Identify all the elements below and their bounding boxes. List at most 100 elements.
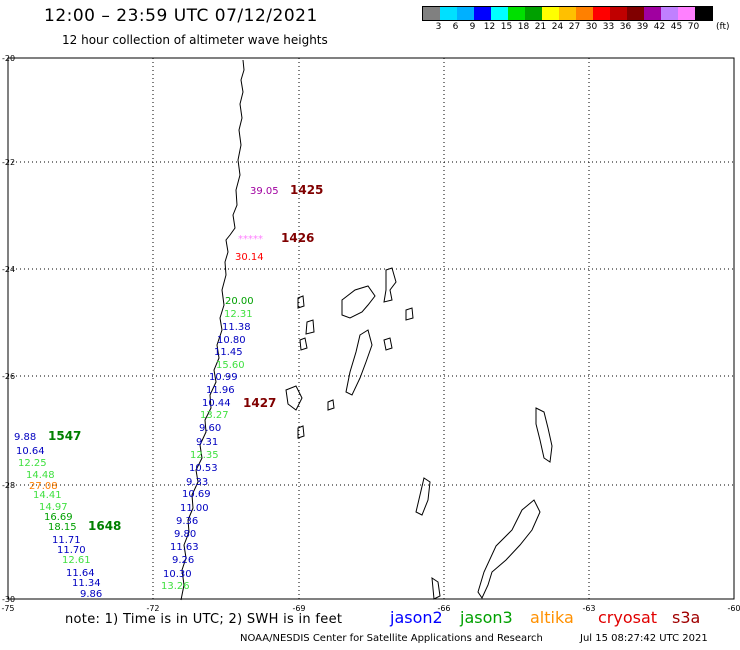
- wave-height-label: 10.99: [209, 372, 238, 383]
- legend-label: 18: [517, 22, 530, 32]
- legend-swatch: [559, 7, 576, 20]
- color-legend-labels: 3 6 9 12 15 18 21 24 27 30 33 36 39 42 45 70: [422, 22, 702, 32]
- wave-height-label: 13.27: [200, 410, 229, 421]
- lon-tick-label: -69: [292, 604, 305, 613]
- salt-flat-atacama: [341, 285, 376, 319]
- wave-height-label: 16.69: [44, 512, 73, 523]
- grid-lines: [8, 58, 734, 599]
- legend-label: 9: [469, 22, 476, 32]
- legend-swatch: [508, 7, 525, 20]
- wave-height-label: 9.86: [80, 589, 102, 600]
- salt-flat-south-east: [477, 499, 541, 600]
- lake-small-7: [327, 399, 335, 411]
- legend-label: 27: [568, 22, 581, 32]
- legend-unit: (ft): [716, 22, 730, 32]
- measurement-labels: 39.05 ***** 30.14 20.00 12.31 11.38 10.8011.45…: [14, 186, 279, 600]
- map-frame: [7, 57, 735, 600]
- pass-time-label: 1426: [281, 231, 314, 245]
- satellite-altika: altika: [530, 608, 574, 627]
- wave-height-label: 30.14: [235, 252, 264, 263]
- legend-label: 70: [687, 22, 700, 32]
- legend-swatch: [627, 7, 644, 20]
- legend-swatch: [457, 7, 474, 20]
- lat-tick-label: -22: [2, 158, 15, 167]
- lon-tick-label: -72: [146, 604, 159, 613]
- pass-time-label: 1648: [88, 519, 121, 533]
- lake-small-8: [297, 425, 305, 439]
- wave-height-label: 9.88: [14, 432, 36, 443]
- legend-label: 33: [602, 22, 615, 32]
- wave-height-label: 12.35: [190, 450, 219, 461]
- wave-height-label: 9.26: [172, 555, 194, 566]
- lon-tick-label: -60: [727, 604, 740, 613]
- credit-timestamp: Jul 15 08:27:42 UTC 2021: [580, 633, 708, 644]
- wave-height-label: 10.53: [189, 463, 218, 474]
- wave-height-label: 11.45: [214, 347, 243, 358]
- salt-flat-east-1: [535, 407, 553, 463]
- wave-height-label: 12.25: [18, 458, 47, 469]
- legend-label: 24: [551, 22, 564, 32]
- lake-small-5: [383, 337, 393, 351]
- satellite-s3a: s3a: [672, 608, 701, 627]
- wave-height-label: 9.80: [174, 529, 196, 540]
- legend-label: 3: [435, 22, 442, 32]
- wave-height-label: 11.63: [170, 542, 199, 553]
- wave-height-label: 39.05: [250, 186, 279, 197]
- color-legend-bar: [422, 6, 713, 21]
- lake-small-3: [299, 337, 308, 351]
- legend-label: 21: [534, 22, 547, 32]
- wave-height-label: 14.48: [26, 470, 55, 481]
- lake-north-east: [383, 267, 397, 303]
- wave-height-label: 10.69: [182, 489, 211, 500]
- satellite-jason3: jason3: [460, 608, 513, 627]
- lon-tick-label: -63: [582, 604, 595, 613]
- legend-swatch: [644, 7, 661, 20]
- wave-height-label: *****: [238, 234, 263, 245]
- wave-height-label: 11.64: [66, 568, 95, 579]
- legend-swatch: [610, 7, 627, 20]
- pass-time-label: 1425: [290, 183, 323, 197]
- lake-small-2: [305, 319, 315, 335]
- wave-height-label: 10.44: [202, 398, 231, 409]
- wave-height-label: 12.31: [224, 309, 253, 320]
- wave-height-label: 10.64: [16, 446, 45, 457]
- wave-height-label: 27.08: [29, 481, 58, 492]
- legend-swatch: [678, 7, 695, 20]
- lake-small-9: [431, 577, 441, 600]
- wave-height-label: 14.97: [39, 502, 68, 513]
- pass-time-label: 1547: [48, 429, 81, 443]
- wave-height-label: 12.61: [62, 555, 91, 566]
- legend-swatch: [491, 7, 508, 20]
- legend-swatch: [576, 7, 593, 20]
- lon-tick-labels: -75 -72 -69 -66 -63 -60: [1, 604, 740, 613]
- wave-height-label: 10.30: [163, 569, 192, 580]
- wave-height-label: 15.60: [216, 360, 245, 371]
- wave-height-label: 13.26: [161, 581, 190, 592]
- legend-label: 6: [452, 22, 459, 32]
- pass-time-label: 1427: [243, 396, 276, 410]
- credit-line: NOAA/NESDIS Center for Satellite Applica…: [240, 633, 543, 644]
- coastline-chile: [180, 59, 245, 601]
- wave-height-label: 11.71: [52, 535, 81, 546]
- legend-label: 36: [619, 22, 632, 32]
- lon-tick-label: -75: [1, 604, 14, 613]
- wave-height-label: 9.31: [196, 437, 218, 448]
- lat-tick-labels: -20 -22 -24 -26 -28 -30: [2, 54, 15, 604]
- wave-height-label: 20.00: [225, 296, 254, 307]
- legend-swatch: [423, 7, 440, 20]
- pass-time-labels: 1425 1426 1427 1547 1648: [48, 183, 323, 533]
- legend-swatch: [542, 7, 559, 20]
- wave-height-label: 9.36: [176, 516, 198, 527]
- lat-tick-label: -20: [2, 54, 15, 63]
- legend-label: 12: [483, 22, 496, 32]
- lake-small-6: [405, 307, 414, 321]
- legend-label: 30: [585, 22, 598, 32]
- legend-label: 45: [670, 22, 683, 32]
- lake-small-4: [285, 385, 303, 411]
- legend-label: 39: [636, 22, 649, 32]
- legend-swatch: [474, 7, 491, 20]
- lat-tick-label: -30: [2, 595, 15, 604]
- map-subtitle: 12 hour collection of altimeter wave hei…: [62, 33, 328, 47]
- footer-note: note: 1) Time is in UTC; 2) SWH is in fe…: [65, 612, 343, 627]
